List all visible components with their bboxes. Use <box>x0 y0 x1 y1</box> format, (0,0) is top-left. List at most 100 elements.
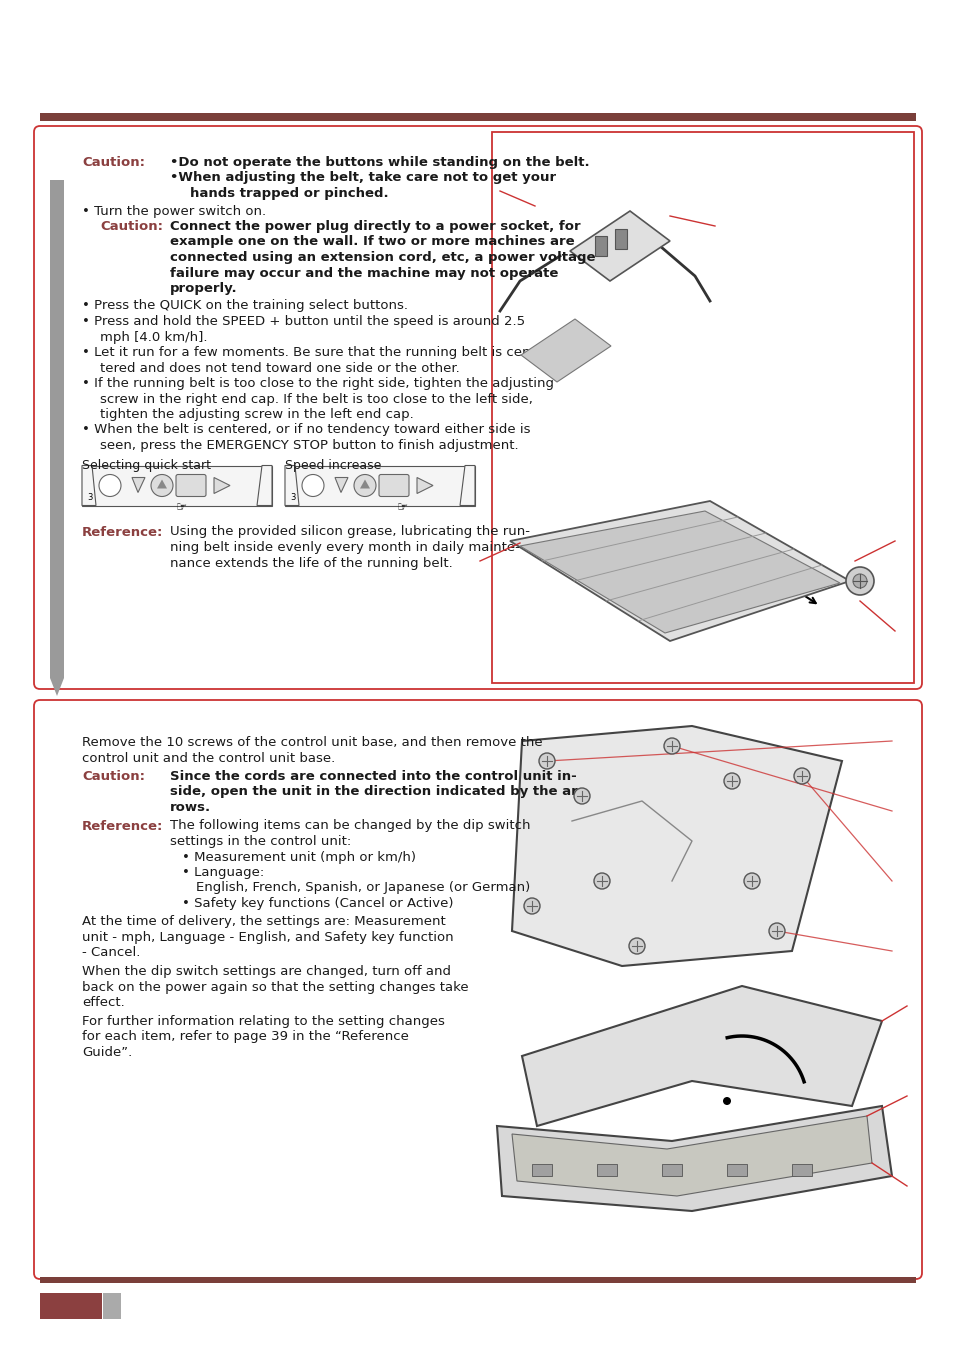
Text: • If the running belt is too close to the right side, tighten the adjusting: • If the running belt is too close to th… <box>82 377 554 390</box>
Text: failure may occur and the machine may not operate: failure may occur and the machine may no… <box>170 266 558 280</box>
Text: For further information relating to the setting changes: For further information relating to the … <box>82 1015 444 1028</box>
Bar <box>103 1293 121 1319</box>
Text: • Press and hold the SPEED + button until the speed is around 2.5: • Press and hold the SPEED + button unti… <box>82 315 524 328</box>
Text: back on the power again so that the setting changes take: back on the power again so that the sett… <box>82 981 468 993</box>
Circle shape <box>151 474 172 497</box>
Text: • Safety key functions (Cancel or Active): • Safety key functions (Cancel or Active… <box>182 897 453 911</box>
Text: • Press the QUICK on the training select buttons.: • Press the QUICK on the training select… <box>82 300 408 312</box>
Text: Caution:: Caution: <box>82 770 145 784</box>
Text: effect.: effect. <box>82 996 125 1009</box>
Circle shape <box>538 753 555 769</box>
Circle shape <box>793 767 809 784</box>
Text: Speed increase: Speed increase <box>285 458 381 471</box>
Polygon shape <box>132 477 145 493</box>
Circle shape <box>523 898 539 915</box>
Circle shape <box>723 773 740 789</box>
Polygon shape <box>512 1116 871 1196</box>
Text: Reference:: Reference: <box>82 820 163 832</box>
Text: mph [4.0 km/h].: mph [4.0 km/h]. <box>100 331 208 343</box>
Circle shape <box>722 1097 730 1105</box>
Text: Caution:: Caution: <box>82 155 145 169</box>
Bar <box>50 180 64 678</box>
Bar <box>595 236 606 255</box>
Text: example one on the wall. If two or more machines are: example one on the wall. If two or more … <box>170 235 574 249</box>
Text: Using the provided silicon grease, lubricating the run-: Using the provided silicon grease, lubri… <box>170 526 530 539</box>
Bar <box>791 1165 811 1175</box>
Text: •When adjusting the belt, take care not to get your: •When adjusting the belt, take care not … <box>170 172 556 185</box>
Text: English, French, Spanish, or Japanese (or German): English, French, Spanish, or Japanese (o… <box>195 881 530 894</box>
Text: for each item, refer to page 39 in the “Reference: for each item, refer to page 39 in the “… <box>82 1029 409 1043</box>
FancyBboxPatch shape <box>34 700 921 1279</box>
Bar <box>661 1165 681 1175</box>
Circle shape <box>574 788 589 804</box>
Text: •Do not operate the buttons while standing on the belt.: •Do not operate the buttons while standi… <box>170 155 589 169</box>
FancyBboxPatch shape <box>175 474 206 497</box>
Bar <box>40 113 915 122</box>
Circle shape <box>594 873 609 889</box>
Bar <box>726 1165 746 1175</box>
FancyBboxPatch shape <box>378 474 409 497</box>
Text: ning belt inside evenly every month in daily mainte-: ning belt inside evenly every month in d… <box>170 540 519 554</box>
Text: hands trapped or pinched.: hands trapped or pinched. <box>190 186 388 200</box>
Text: Connect the power plug directly to a power socket, for: Connect the power plug directly to a pow… <box>170 220 580 232</box>
Polygon shape <box>256 466 272 505</box>
Text: ☞: ☞ <box>176 501 188 515</box>
Text: 3: 3 <box>87 493 92 501</box>
Bar <box>492 132 913 684</box>
Text: Guide”.: Guide”. <box>82 1046 132 1058</box>
Circle shape <box>768 923 784 939</box>
Circle shape <box>743 873 760 889</box>
Bar <box>40 1293 102 1319</box>
Polygon shape <box>497 1106 891 1210</box>
Text: Selecting quick start: Selecting quick start <box>82 458 211 471</box>
Text: rows.: rows. <box>170 801 211 815</box>
Polygon shape <box>359 480 370 489</box>
Circle shape <box>845 567 873 594</box>
Text: nance extends the life of the running belt.: nance extends the life of the running be… <box>170 557 453 570</box>
Bar <box>82 466 272 505</box>
Polygon shape <box>50 678 64 696</box>
Text: At the time of delivery, the settings are: Measurement: At the time of delivery, the settings ar… <box>82 916 445 928</box>
Polygon shape <box>416 477 433 493</box>
Polygon shape <box>157 480 167 489</box>
Text: Remove the 10 screws of the control unit base, and then remove the: Remove the 10 screws of the control unit… <box>82 736 542 748</box>
Circle shape <box>302 474 324 497</box>
Circle shape <box>663 738 679 754</box>
Text: Since the cords are connected into the control unit in-: Since the cords are connected into the c… <box>170 770 577 784</box>
Text: screw in the right end cap. If the belt is too close to the left side,: screw in the right end cap. If the belt … <box>100 393 533 405</box>
Bar <box>40 1277 915 1283</box>
Text: 3: 3 <box>290 493 295 501</box>
Polygon shape <box>285 466 298 505</box>
Polygon shape <box>82 466 96 505</box>
Polygon shape <box>569 211 669 281</box>
Text: Reference:: Reference: <box>82 526 163 539</box>
Text: settings in the control unit:: settings in the control unit: <box>170 835 351 848</box>
Text: • Language:: • Language: <box>182 866 264 880</box>
Bar <box>615 230 626 249</box>
Circle shape <box>852 574 866 588</box>
Circle shape <box>354 474 375 497</box>
Circle shape <box>628 938 644 954</box>
Text: • When the belt is centered, or if no tendency toward either side is: • When the belt is centered, or if no te… <box>82 423 530 436</box>
Polygon shape <box>510 501 849 640</box>
Polygon shape <box>335 477 348 493</box>
Text: When the dip switch settings are changed, turn off and: When the dip switch settings are changed… <box>82 965 451 978</box>
Bar <box>285 466 475 505</box>
Text: side, open the unit in the direction indicated by the ar-: side, open the unit in the direction ind… <box>170 785 583 798</box>
FancyBboxPatch shape <box>34 126 921 689</box>
Text: The following items can be changed by the dip switch: The following items can be changed by th… <box>170 820 530 832</box>
Text: Caution:: Caution: <box>100 220 163 232</box>
Text: properly.: properly. <box>170 282 237 295</box>
Text: • Turn the power switch on.: • Turn the power switch on. <box>82 204 266 218</box>
Circle shape <box>99 474 121 497</box>
Bar <box>532 1165 552 1175</box>
Text: • Measurement unit (mph or km/h): • Measurement unit (mph or km/h) <box>182 851 416 863</box>
Text: unit - mph, Language - English, and Safety key function: unit - mph, Language - English, and Safe… <box>82 931 453 944</box>
Polygon shape <box>512 725 841 966</box>
Polygon shape <box>520 319 610 382</box>
Text: ☞: ☞ <box>397 501 408 515</box>
Text: tighten the adjusting screw in the left end cap.: tighten the adjusting screw in the left … <box>100 408 414 422</box>
Text: - Cancel.: - Cancel. <box>82 947 140 959</box>
Polygon shape <box>519 511 840 634</box>
Text: connected using an extension cord, etc, a power voltage: connected using an extension cord, etc, … <box>170 251 595 263</box>
